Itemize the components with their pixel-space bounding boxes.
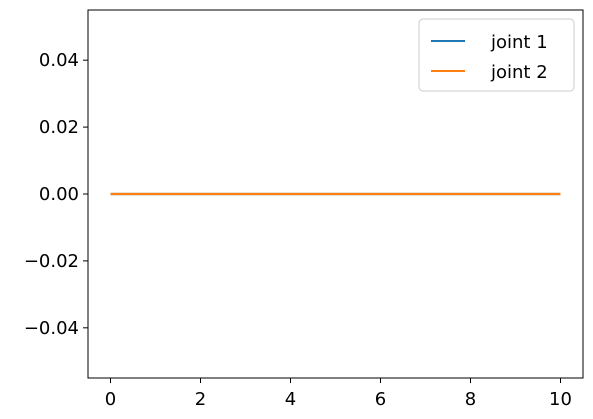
y-axis: −0.04 −0.02 0.00 0.02 0.04 [24,50,88,339]
x-axis: 0 2 4 6 8 10 [105,378,572,410]
x-tick-label: 10 [549,389,572,410]
y-tick-label: −0.04 [24,318,79,339]
legend-box [418,18,575,92]
x-tick-label: 2 [195,389,206,410]
x-tick-label: 0 [105,389,116,410]
legend-label-joint-2: joint 2 [490,62,548,83]
x-tick-label: 8 [465,389,476,410]
legend-label-joint-1: joint 1 [490,32,548,53]
x-tick-label: 4 [285,389,296,410]
x-tick-label: 6 [375,389,386,410]
y-tick-label: 0.00 [39,184,79,205]
y-tick-label: 0.02 [39,117,79,138]
legend: joint 1 joint 2 [418,18,575,92]
y-tick-label: 0.04 [39,50,79,71]
y-tick-label: −0.02 [24,251,79,272]
